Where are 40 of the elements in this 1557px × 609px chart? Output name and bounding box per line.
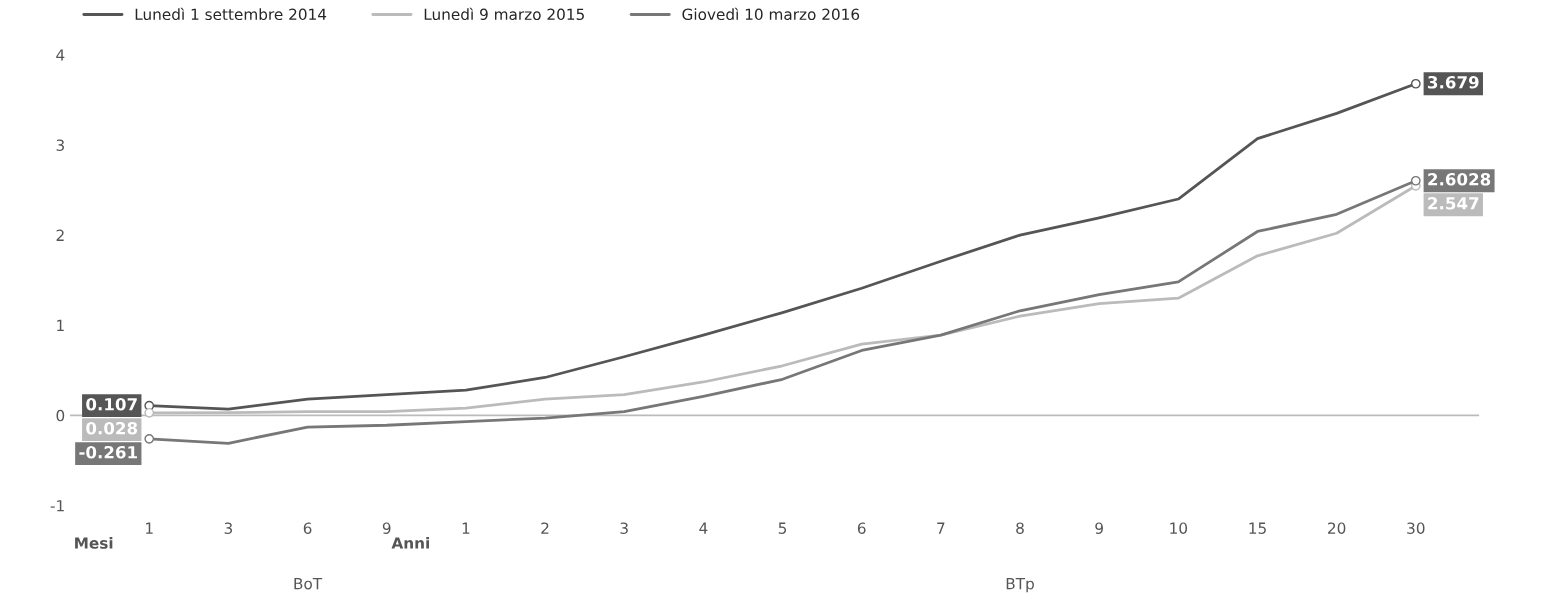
- x-tick-label: 30: [1407, 522, 1425, 534]
- text: Anni: [391, 537, 429, 549]
- y-tick-label: 3: [56, 139, 64, 151]
- x-tick-label: 8: [1016, 522, 1024, 534]
- x-tick-label: 7: [937, 522, 945, 534]
- point: [1410, 78, 1421, 89]
- y-tick-label: 0: [56, 409, 65, 422]
- x-tick-label: 3: [620, 522, 628, 534]
- x-tick-label: 9: [1095, 522, 1103, 534]
- x-tick-label: 6: [857, 522, 866, 534]
- x-tick-label: 10: [1170, 522, 1188, 534]
- data-label: 3.679: [1428, 75, 1479, 89]
- x-tick-label: 6: [303, 522, 312, 534]
- y-tick-label: 2: [56, 229, 64, 241]
- y-tick-label: -1: [50, 500, 64, 512]
- x-tick-label: 20: [1328, 522, 1346, 534]
- x-tick-label: 3: [224, 522, 233, 534]
- data-label: 2.547: [1428, 196, 1479, 210]
- x-tick-label: 5: [778, 522, 787, 534]
- y-tick-label: 4: [56, 49, 65, 61]
- legend-label: Giovedì 10 marzo 2016: [682, 7, 860, 21]
- data-label: 0.028: [86, 421, 138, 435]
- point: [144, 407, 155, 418]
- legend-label: Lunedì 1 settembre 2014: [135, 7, 327, 21]
- x-tick-label: 15: [1249, 522, 1266, 534]
- x-tick-label: 9: [382, 522, 391, 534]
- point: [1410, 175, 1421, 186]
- text: Mesi: [75, 537, 113, 549]
- data-label: 0.107: [86, 397, 137, 411]
- text: BTp: [1006, 578, 1034, 593]
- text: BoT: [294, 578, 323, 590]
- x-tick-label: 1: [146, 522, 153, 534]
- data-label: 2.6028: [1428, 172, 1491, 186]
- point: [144, 434, 155, 444]
- x-tick-label: 2: [541, 522, 549, 534]
- legend-label: Lunedì 9 marzo 2015: [424, 7, 584, 21]
- y-tick-label: 1: [57, 319, 64, 332]
- data-label: -0.261: [79, 445, 137, 459]
- x-tick-label: 1: [462, 522, 470, 534]
- x-tick-label: 4: [699, 522, 708, 534]
